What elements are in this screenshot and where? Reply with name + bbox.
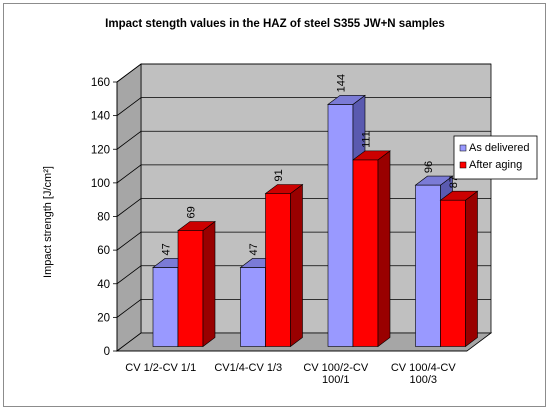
gridline [116, 130, 491, 150]
data-label: 144 [336, 74, 348, 92]
x-tick-label: CV1/4-CV 1/3 [214, 362, 282, 374]
y-tick-label: 100 [91, 178, 110, 190]
legend: As delivered After aging [453, 135, 538, 180]
bar-top [439, 190, 479, 201]
data-label: 96 [423, 161, 435, 173]
legend-label-as-delivered: As delivered [469, 142, 530, 154]
legend-box [453, 135, 538, 180]
bar [240, 267, 266, 347]
x-tick-label: 100/3 [409, 374, 437, 386]
x-tick-label: 100/1 [322, 374, 350, 386]
bar [327, 104, 354, 347]
x-tick-label: CV 100/4-CV [391, 362, 456, 374]
bar-top [327, 95, 366, 105]
bar [440, 199, 466, 347]
bar-top [177, 221, 216, 231]
bar-side [377, 150, 391, 348]
y-axis-ticks: 0 20 40 60 80 100 120 140 160 [91, 77, 467, 358]
y-tick-label: 20 [97, 312, 110, 324]
y-tick-label: 60 [97, 245, 110, 257]
x-tick-label: CV 1/2-CV 1/1 [125, 362, 196, 374]
x-tick-label: CV 100/2-CV [303, 362, 368, 374]
data-label: 91 [273, 169, 285, 181]
bar [415, 184, 441, 347]
bar-side [290, 183, 303, 348]
bar-top [414, 175, 454, 186]
bar-top [264, 184, 304, 194]
data-label: 69 [186, 206, 198, 218]
data-label: 47 [248, 243, 260, 255]
bar-side [465, 190, 478, 348]
bar [152, 267, 179, 347]
bar [177, 230, 204, 347]
bar-side [202, 220, 216, 348]
chart-frame: Impact stength values in the HAZ of stee… [3, 3, 546, 407]
chart-canvas: Impact stength values in the HAZ of stee… [42, 18, 538, 386]
y-tick-label: 140 [91, 111, 110, 123]
chart-title: Impact stength values in the HAZ of stee… [105, 18, 445, 30]
legend-label-after-aging: After aging [469, 159, 522, 171]
bar [265, 193, 291, 347]
gridline [116, 63, 491, 83]
gridline [116, 97, 491, 116]
y-axis-title: Impact strength [J/cm²] [42, 166, 54, 278]
y-tick-label: 160 [91, 77, 110, 89]
legend-swatch-as-delivered [459, 144, 467, 152]
bar [352, 159, 379, 347]
y-tick-label: 80 [97, 212, 110, 224]
data-label: 111 [361, 131, 373, 148]
bar-top [352, 150, 391, 161]
x-axis-labels: CV 1/2-CV 1/1 CV1/4-CV 1/3 CV 100/2-CV100/… [125, 362, 456, 386]
y-tick-label: 40 [97, 279, 110, 291]
y-tick-label: 0 [104, 346, 110, 358]
legend-swatch-after-aging [459, 161, 467, 169]
data-label: 47 [161, 243, 173, 255]
y-tick-label: 120 [91, 144, 110, 156]
